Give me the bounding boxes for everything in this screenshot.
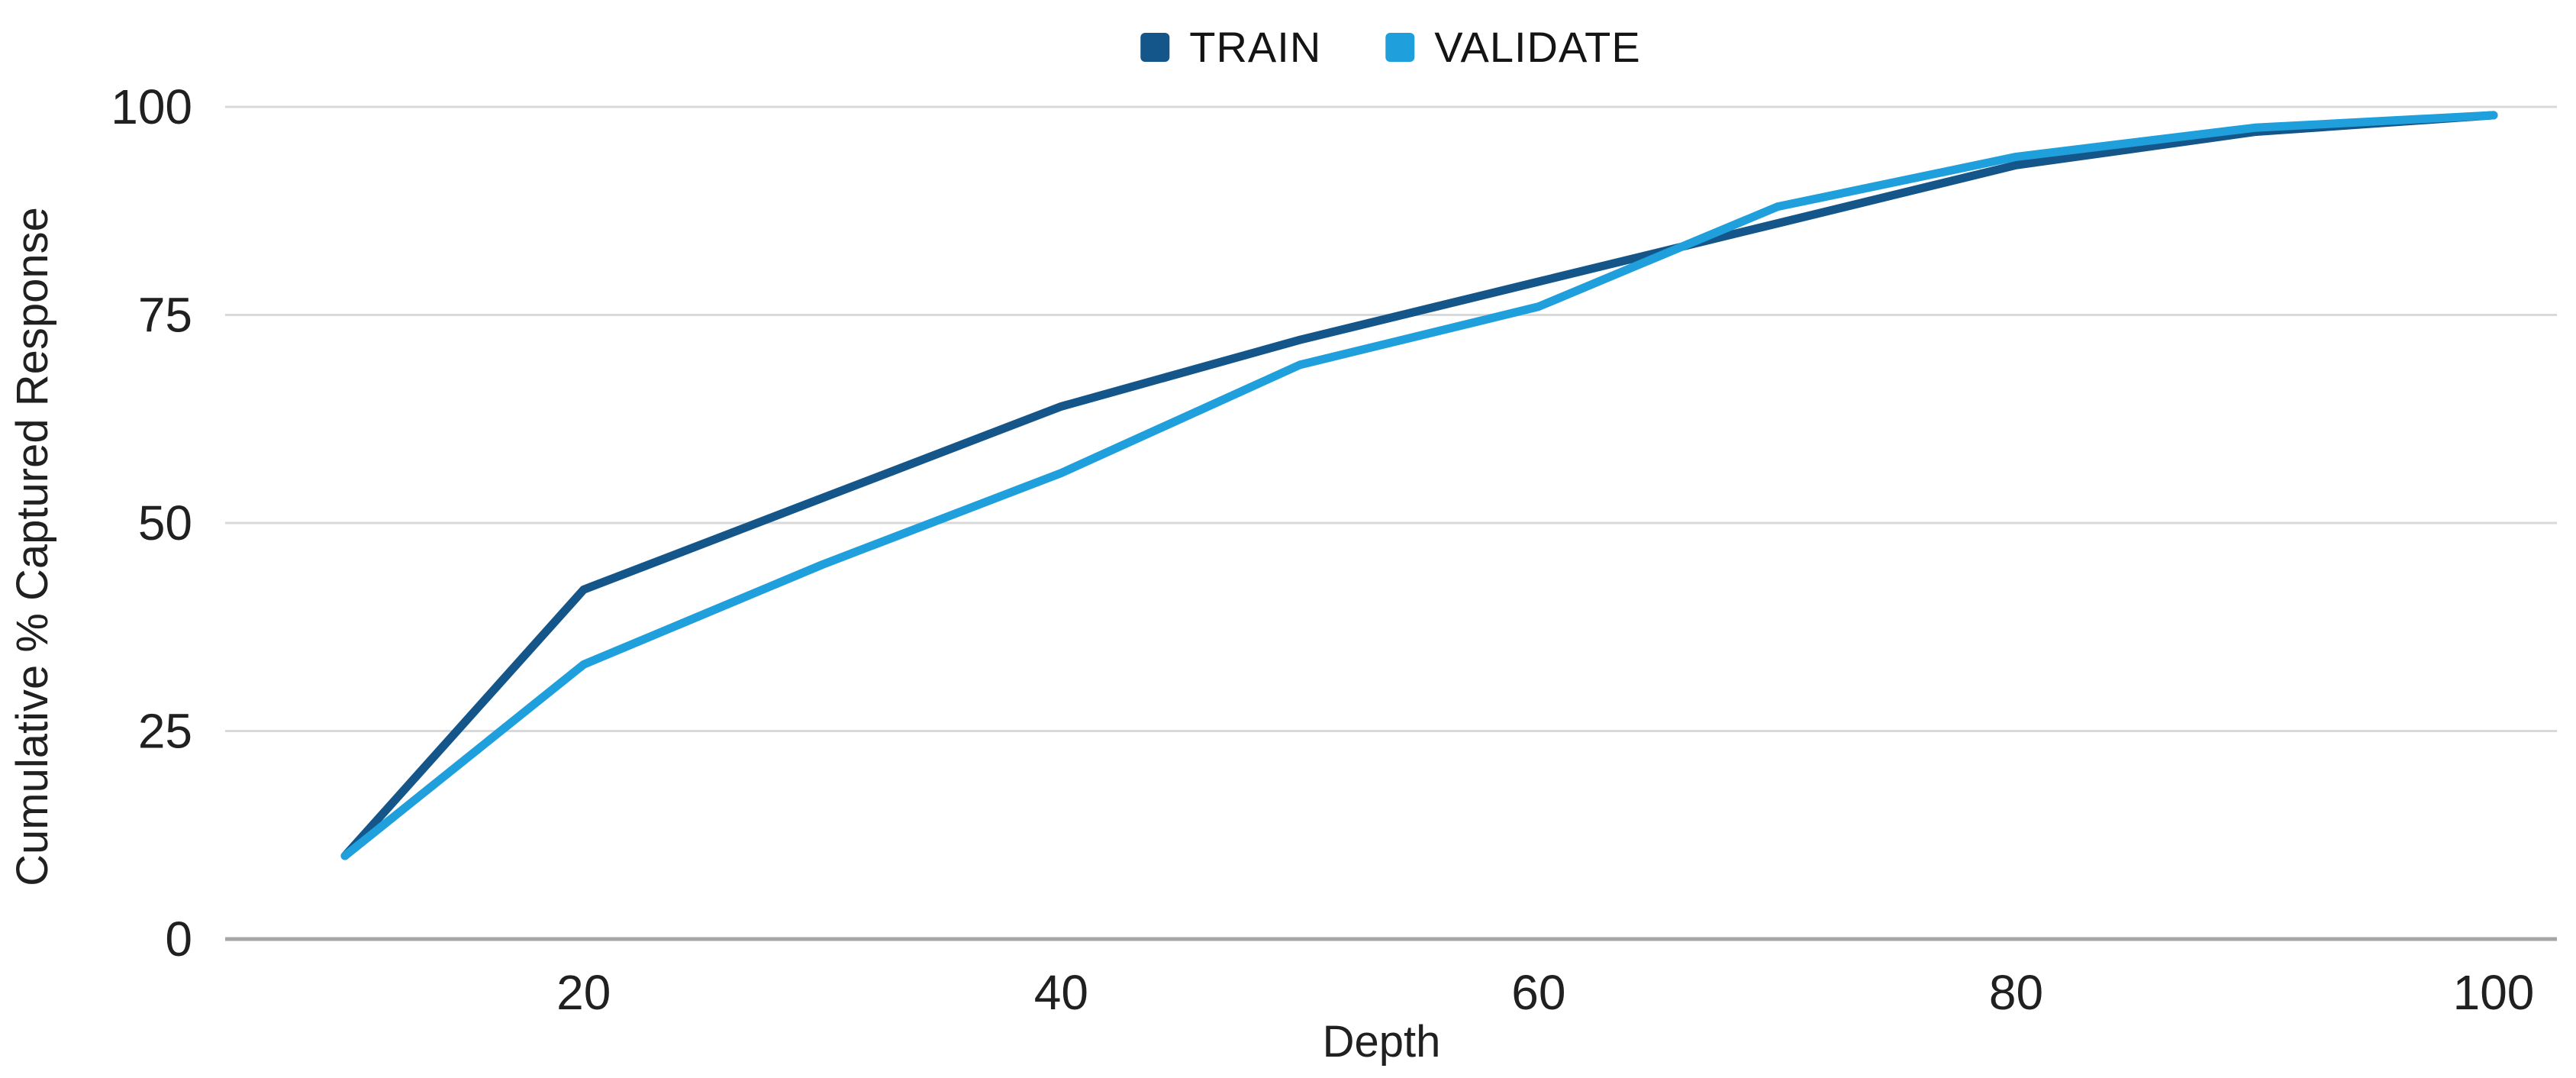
series-lines — [340, 111, 2498, 860]
validate-series-line — [340, 111, 2498, 860]
x-axis-tick-labels: 20 40 60 80 100 — [556, 965, 2534, 1020]
y-tick-label-100: 100 — [111, 79, 192, 134]
x-tick-label-80: 80 — [1989, 965, 2043, 1020]
y-axis-title: Cumulative % Captured Response — [8, 207, 57, 886]
legend-label: VALIDATE — [1434, 23, 1641, 71]
x-tick-label-60: 60 — [1511, 965, 1565, 1020]
legend-item-train: TRAIN — [1140, 26, 1321, 69]
x-tick-label-40: 40 — [1034, 965, 1088, 1020]
x-tick-label-100: 100 — [2453, 965, 2535, 1020]
gridlines — [225, 105, 2557, 941]
x-axis-title: Depth — [1323, 1017, 1441, 1067]
y-tick-label-50: 50 — [138, 495, 192, 550]
y-axis-tick-labels: 0 25 50 75 100 — [111, 79, 192, 967]
legend-swatch-validate — [1385, 33, 1415, 62]
y-tick-label-75: 75 — [138, 288, 192, 343]
legend: TRAIN VALIDATE — [1140, 26, 1640, 69]
legend-label: TRAIN — [1189, 23, 1322, 71]
y-tick-label-25: 25 — [138, 704, 192, 759]
train-series-line — [340, 111, 2498, 860]
y-tick-label-0: 0 — [165, 912, 192, 967]
x-tick-label-20: 20 — [556, 965, 611, 1020]
legend-swatch-train — [1140, 33, 1170, 62]
legend-item-validate: VALIDATE — [1385, 26, 1640, 69]
